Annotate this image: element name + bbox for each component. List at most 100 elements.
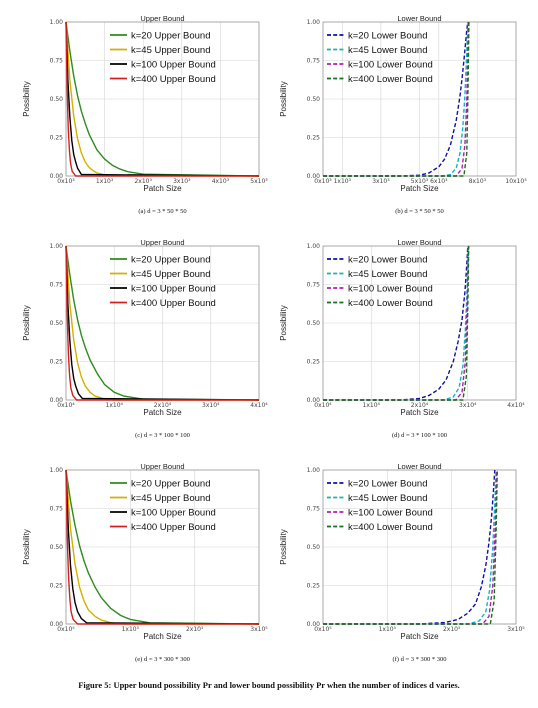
x-tick-label: 0x10⁵ xyxy=(57,626,75,633)
y-tick-label: 0.50 xyxy=(50,96,64,103)
legend-label: k=45 Upper Bound xyxy=(131,45,211,56)
series-line-4 xyxy=(65,21,259,177)
y-tick-label: 0.75 xyxy=(307,506,321,513)
y-tick-label: 0.75 xyxy=(307,58,321,65)
legend-label: k=400 Upper Bound xyxy=(131,522,216,533)
x-tick-label: 3x10⁴ xyxy=(202,402,220,409)
series-line-4 xyxy=(323,21,470,177)
legend-label: k=100 Lower Bound xyxy=(348,59,433,70)
y-axis-label: Possibility xyxy=(22,305,31,341)
subfigure-caption: (f) d = 3 * 300 * 300 xyxy=(392,656,446,663)
x-tick-label: 4x10⁴ xyxy=(507,402,525,409)
legend-label: k=45 Upper Bound xyxy=(131,493,211,504)
y-axis-label: Possibility xyxy=(279,529,288,565)
x-axis-label: Patch Size xyxy=(400,184,439,193)
y-tick-label: 0.75 xyxy=(50,506,64,513)
series-line-3 xyxy=(65,245,260,401)
y-tick-label: 0.50 xyxy=(307,320,321,327)
y-tick-label: 0.25 xyxy=(307,135,321,142)
x-tick-label: 3x10³ xyxy=(173,178,191,185)
series-line-4 xyxy=(65,245,259,401)
series-line-1 xyxy=(65,21,260,177)
chart-panel-4: 0.00 0.25 0.50 0.75 1.00 0x10⁴ 1x10⁴ 2x10⁴ 3x10⁴… xyxy=(279,238,525,439)
subfigure-caption: (c) d = 3 * 100 * 100 xyxy=(135,432,190,439)
chart-title: Upper Bound xyxy=(140,238,184,247)
x-tick-label: 0x10³ xyxy=(314,178,332,185)
subfigure-caption: (a) d = 3 * 50 * 50 xyxy=(138,208,186,215)
y-tick-label: 0.00 xyxy=(50,621,64,628)
y-axis-label: Possibility xyxy=(22,529,31,565)
x-tick-label: 3x10⁵ xyxy=(250,626,268,633)
y-tick-label: 0.75 xyxy=(307,282,321,289)
chart-panel-3: 0.00 0.25 0.50 0.75 1.00 0x10⁴ 1x10⁴ 2x10⁴ 3x10⁴… xyxy=(22,238,268,439)
y-axis-label: Possibility xyxy=(279,305,288,341)
legend-label: k=20 Lower Bound xyxy=(348,478,428,489)
chart-panel-5: 0.00 0.25 0.50 0.75 1.00 0x10⁵ 1x10⁵ 2x10⁵ 3x10⁵… xyxy=(22,462,268,663)
y-tick-label: 0.00 xyxy=(307,621,321,628)
legend-label: k=100 Upper Bound xyxy=(131,59,216,70)
series-line-1 xyxy=(323,245,469,401)
x-tick-label: 4x10⁴ xyxy=(250,402,268,409)
y-tick-label: 0.25 xyxy=(50,359,64,366)
chart-title: Lower Bound xyxy=(397,462,441,471)
y-tick-label: 1.00 xyxy=(307,467,321,474)
y-tick-label: 0.50 xyxy=(50,320,64,327)
series-line-1 xyxy=(323,21,469,177)
x-tick-label: 3x10⁴ xyxy=(459,402,477,409)
legend-label: k=20 Upper Bound xyxy=(131,478,211,489)
x-tick-label: 2x10⁵ xyxy=(186,626,204,633)
y-tick-label: 1.00 xyxy=(307,243,321,250)
x-tick-label: 0x10⁴ xyxy=(57,402,75,409)
series-line-4 xyxy=(323,469,498,625)
y-tick-label: 0.50 xyxy=(307,544,321,551)
x-tick-label: 2x10³ xyxy=(134,178,152,185)
legend-label: k=45 Lower Bound xyxy=(348,45,428,56)
legend-label: k=400 Lower Bound xyxy=(348,298,433,309)
series-line-3 xyxy=(65,469,260,625)
x-tick-label: 1x10⁴ xyxy=(106,402,124,409)
legend-label: k=100 Lower Bound xyxy=(348,283,433,294)
legend-label: k=20 Upper Bound xyxy=(131,30,211,41)
x-tick-label: 1x10³ xyxy=(334,178,352,185)
chart-title: Lower Bound xyxy=(397,238,441,247)
x-tick-label: 1x10⁵ xyxy=(122,626,140,633)
y-tick-label: 0.25 xyxy=(307,583,321,590)
x-tick-label: 3x10⁵ xyxy=(507,626,525,633)
series-line-2 xyxy=(323,21,469,177)
y-tick-label: 1.00 xyxy=(50,243,64,250)
legend-label: k=100 Upper Bound xyxy=(131,507,216,518)
x-tick-label: 1x10⁵ xyxy=(379,626,397,633)
x-axis-label: Patch Size xyxy=(400,408,439,417)
x-tick-label: 8x10³ xyxy=(469,178,487,185)
series-line-2 xyxy=(323,469,497,625)
x-tick-label: 0x10⁴ xyxy=(314,402,332,409)
x-tick-label: 1x10⁴ xyxy=(363,402,381,409)
x-tick-label: 2x10⁴ xyxy=(154,402,172,409)
y-tick-label: 0.75 xyxy=(50,282,64,289)
subfigure-caption: (b) d = 3 * 50 * 50 xyxy=(395,208,444,215)
y-tick-label: 0.50 xyxy=(307,96,321,103)
x-tick-label: 0x10⁵ xyxy=(314,626,332,633)
x-tick-label: 10x10³ xyxy=(505,178,527,185)
legend-label: k=100 Upper Bound xyxy=(131,283,216,294)
legend-label: k=400 Upper Bound xyxy=(131,298,216,309)
y-tick-label: 0.25 xyxy=(50,583,64,590)
chart-title: Lower Bound xyxy=(397,14,441,23)
legend-label: k=400 Lower Bound xyxy=(348,74,433,85)
chart-panel-1: 0.00 0.25 0.50 0.75 1.00 0x10³ 1x10³ 2x10³ 3x10³… xyxy=(22,14,268,215)
legend-label: k=45 Lower Bound xyxy=(348,269,428,280)
x-axis-label: Patch Size xyxy=(143,408,182,417)
chart-panel-2: 0.00 0.25 0.50 0.75 1.00 0x10³ 1x10³ 3x10³ 5x10³… xyxy=(279,14,527,215)
x-tick-label: 5x10³ xyxy=(411,178,429,185)
y-axis-label: Possibility xyxy=(22,81,31,117)
chart-title: Upper Bound xyxy=(140,14,184,23)
legend-label: k=400 Lower Bound xyxy=(348,522,433,533)
legend-label: k=100 Lower Bound xyxy=(348,507,433,518)
y-tick-label: 1.00 xyxy=(307,19,321,26)
chart-panel-6: 0.00 0.25 0.50 0.75 1.00 0x10⁵ 1x10⁵ 2x10⁵ 3x10⁵… xyxy=(279,462,525,663)
legend-label: k=20 Upper Bound xyxy=(131,254,211,265)
series-line-1 xyxy=(65,245,260,401)
x-axis-label: Patch Size xyxy=(143,632,182,641)
y-tick-label: 0.25 xyxy=(307,359,321,366)
legend-label: k=20 Lower Bound xyxy=(348,30,428,41)
